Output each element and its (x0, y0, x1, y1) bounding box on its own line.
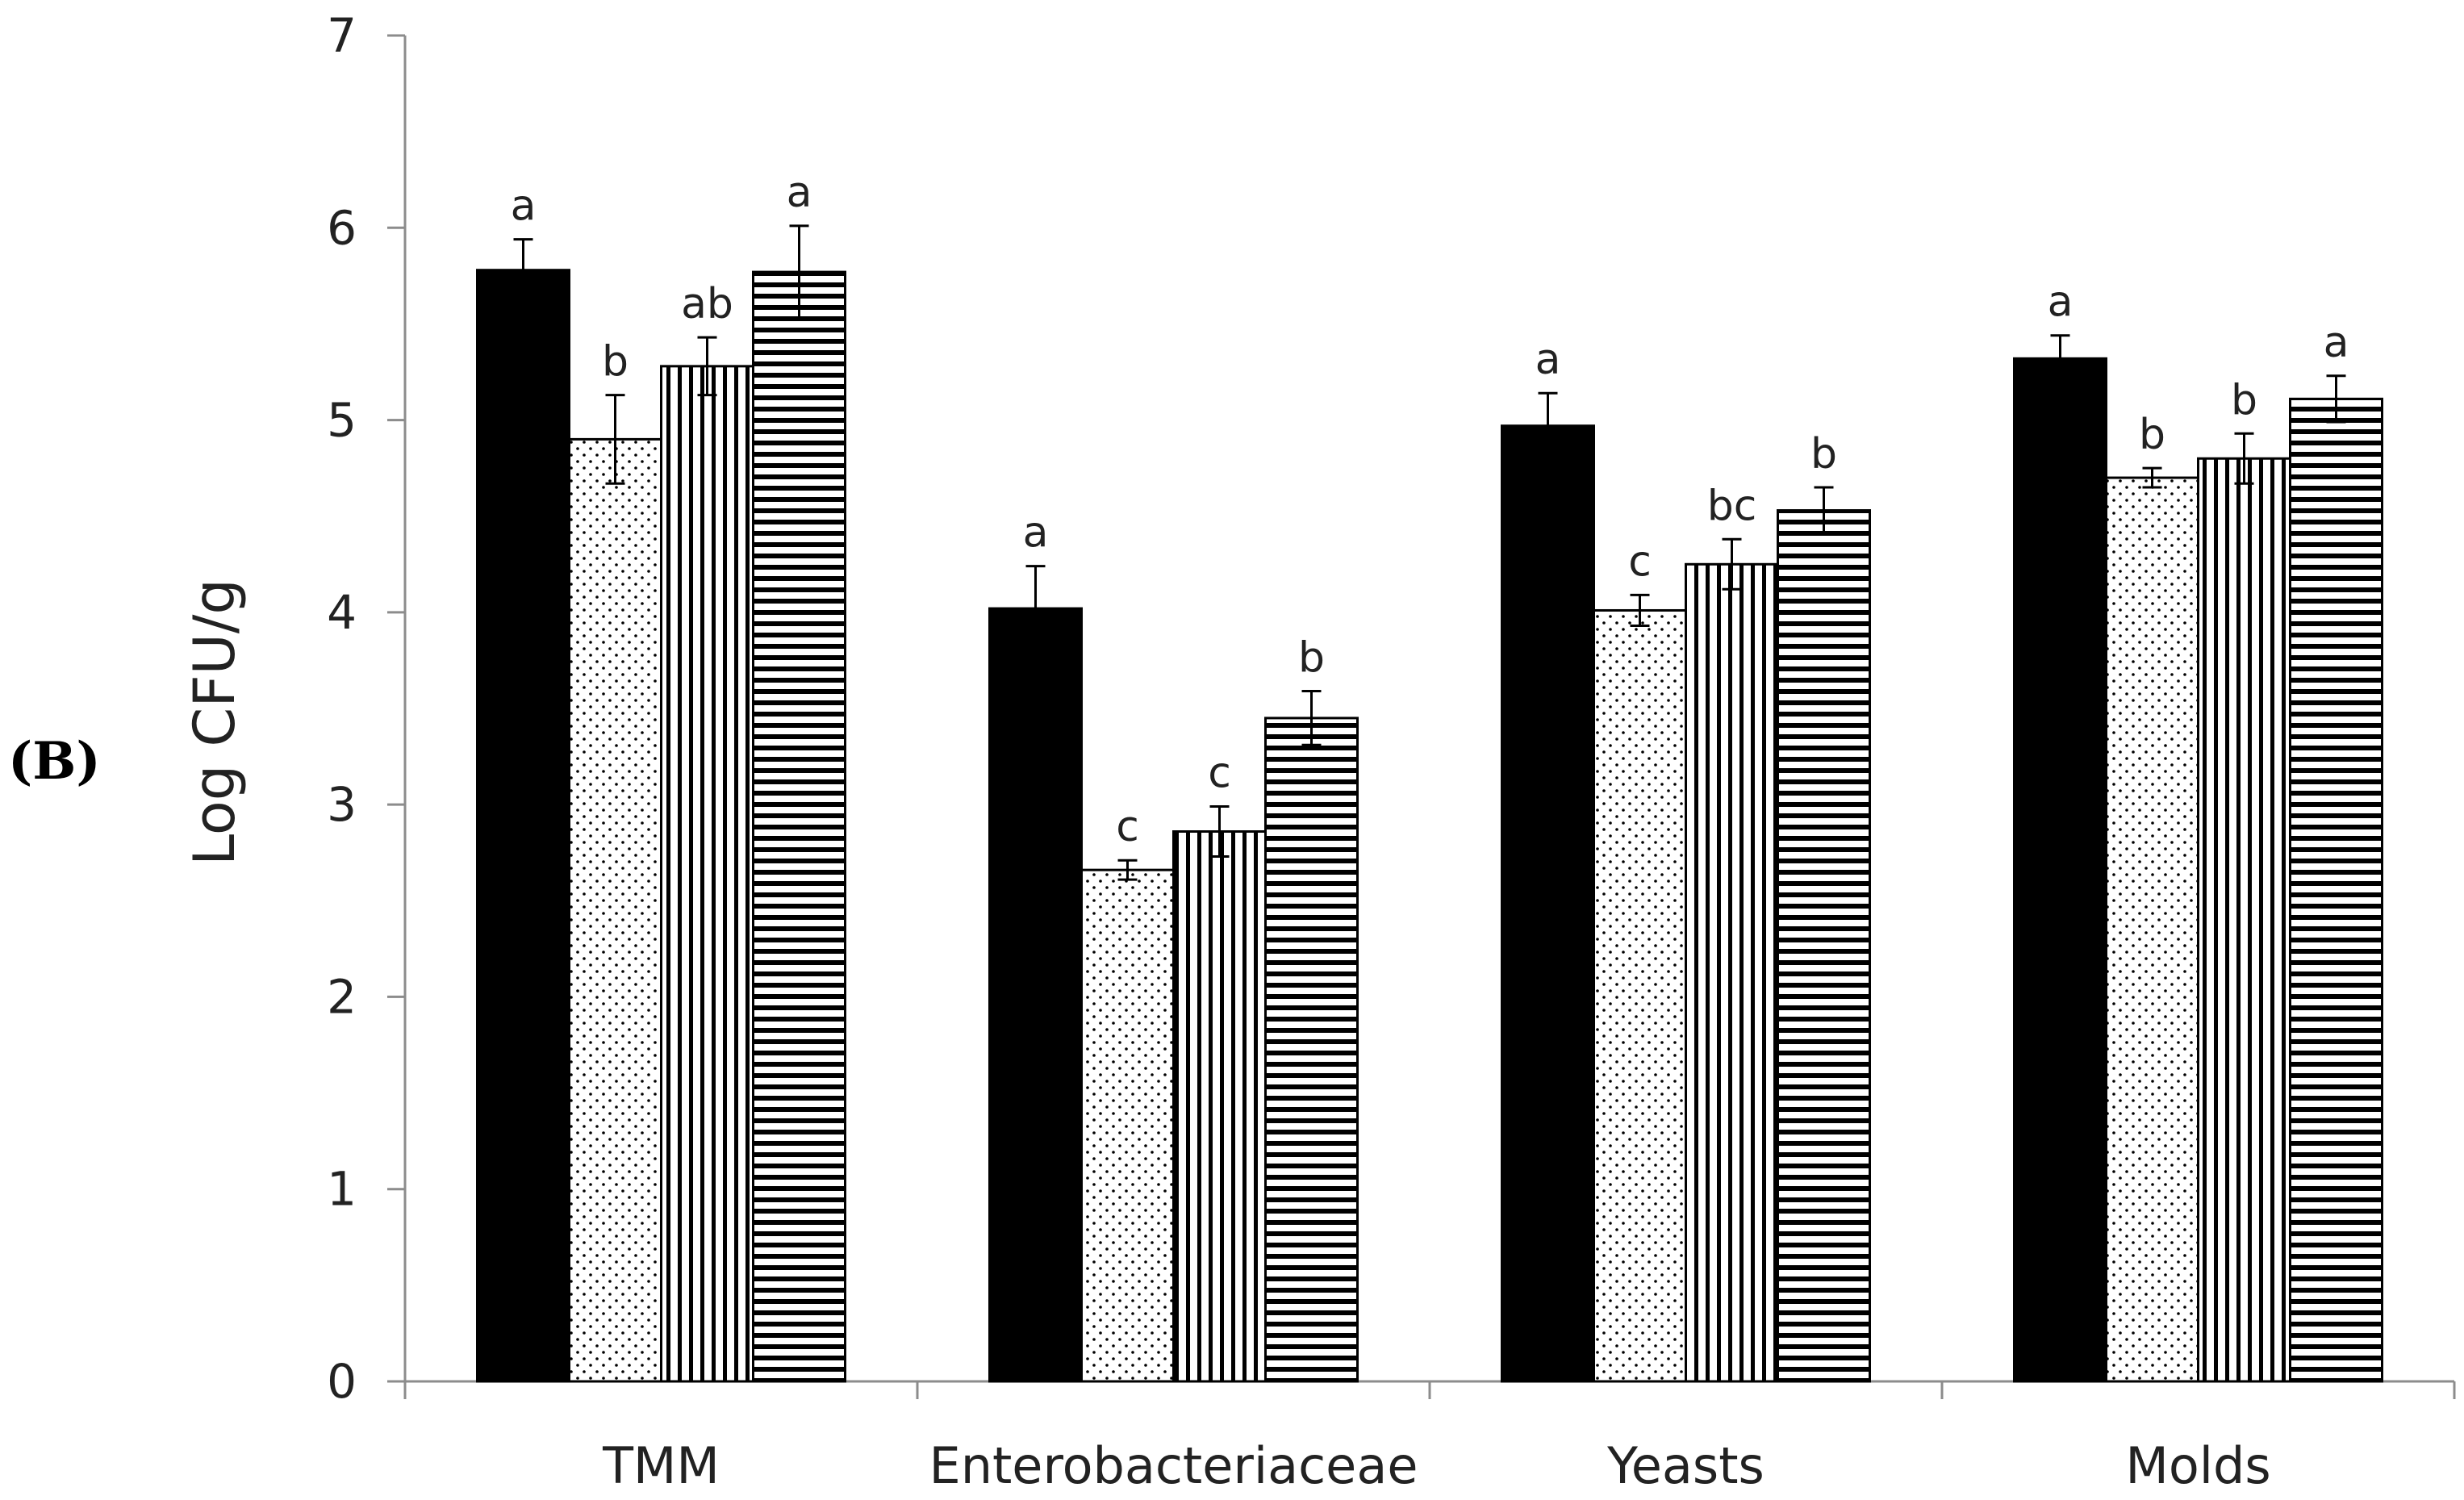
y-tick-label: 4 (327, 585, 357, 640)
bar (2105, 476, 2199, 1383)
y-tick-label: 6 (327, 200, 357, 255)
significance-label: a (511, 182, 537, 231)
significance-label: bc (1707, 482, 1757, 530)
bar (2013, 357, 2107, 1383)
y-tick-label: 1 (327, 1162, 357, 1217)
y-tick-label: 7 (327, 8, 357, 63)
significance-label: a (1023, 509, 1049, 558)
x-category-label: Enterobacteriaceae (929, 1436, 1418, 1495)
significance-label: b (1298, 634, 1325, 683)
y-tick-label: 0 (327, 1354, 357, 1409)
significance-label: c (1208, 750, 1231, 798)
significance-label: b (1810, 430, 1837, 478)
axes: 0 1 2 3 4 5 6 7 TMM Enterobacteriaceae Yeasts Molds (327, 8, 2456, 1495)
significance-label: a (2048, 278, 2074, 327)
x-category-label: TMM (602, 1436, 720, 1495)
y-tick-label: 2 (327, 969, 357, 1024)
bar (988, 607, 1083, 1383)
significance-label: ab (681, 280, 733, 328)
significance-label: c (1116, 803, 1139, 851)
bar (1593, 608, 1687, 1383)
x-category-label: Yeasts (1606, 1436, 1764, 1495)
bar (2289, 397, 2383, 1383)
significance-label: a (1535, 336, 1561, 384)
y-tick-label: 5 (327, 393, 357, 448)
significance-label: a (2324, 319, 2349, 367)
bar (752, 270, 846, 1383)
significance-label: b (602, 338, 629, 386)
bar (1685, 562, 1779, 1383)
y-tick-label: 3 (327, 777, 357, 832)
significance-label: b (2139, 411, 2165, 459)
bars-group (476, 224, 2383, 1383)
bar (1080, 868, 1175, 1383)
bar (476, 269, 570, 1383)
bar (1172, 830, 1267, 1383)
significance-label: a (787, 169, 812, 217)
x-category-label: Molds (2125, 1436, 2270, 1495)
panel-label: (B) (8, 731, 101, 792)
bar (1264, 717, 1359, 1383)
bar (1501, 424, 1595, 1383)
bar (660, 365, 754, 1383)
bar (2197, 457, 2291, 1383)
bar (1777, 509, 1871, 1383)
bar (568, 437, 662, 1383)
significance-label: b (2231, 376, 2257, 424)
significance-label: c (1628, 537, 1652, 586)
y-axis-title: Log CFU/g (182, 579, 248, 866)
